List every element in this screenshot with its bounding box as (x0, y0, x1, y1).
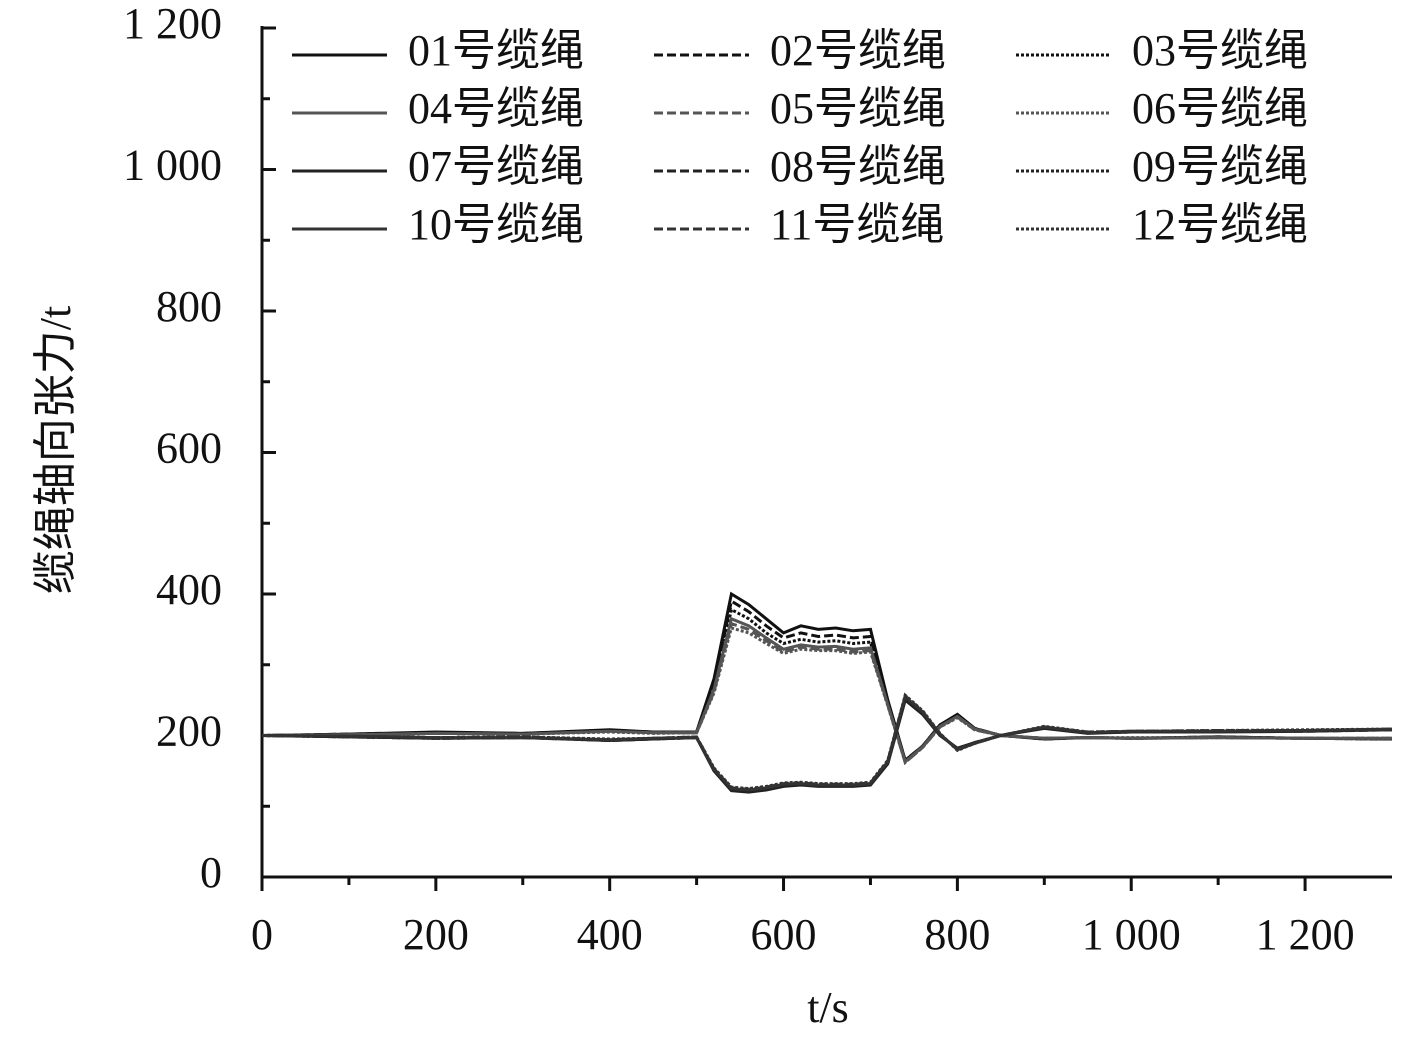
series-line (261, 692, 1393, 791)
series-line (261, 697, 1393, 794)
x-tick-label: 800 (924, 910, 990, 959)
x-tick-label: 200 (403, 910, 469, 959)
x-tick-label: 600 (751, 910, 817, 959)
legend-label: 03号缆绳 (1132, 26, 1308, 75)
legend-label: 02号缆绳 (770, 26, 946, 75)
series-line (261, 694, 1393, 793)
legend-label: 09号缆绳 (1132, 142, 1308, 191)
x-tick-label: 1 000 (1082, 910, 1181, 959)
series-line (261, 696, 1393, 793)
legend-label: 12号缆绳 (1132, 200, 1308, 249)
legend-label: 07号缆绳 (408, 142, 584, 191)
y-tick-label: 600 (156, 424, 222, 473)
y-tick-label: 400 (156, 565, 222, 614)
legend-label: 08号缆绳 (770, 142, 946, 191)
y-tick-label: 1 000 (123, 141, 222, 190)
legend-label: 06号缆绳 (1132, 84, 1308, 133)
series-line (261, 616, 1392, 765)
series-line (261, 693, 1393, 792)
x-tick-label: 400 (577, 910, 643, 959)
legend-label: 04号缆绳 (408, 84, 584, 133)
series-line (261, 591, 1393, 763)
y-tick-label: 200 (156, 707, 222, 756)
series-line (261, 621, 1392, 766)
legend-label: 01号缆绳 (408, 26, 584, 75)
y-tick-label: 0 (200, 848, 222, 897)
x-tick-label: 0 (251, 910, 273, 959)
legend-label: 05号缆绳 (770, 84, 946, 133)
x-axis-title: t/s (807, 983, 849, 1032)
y-axis-title: 缆绳轴向张力/t (31, 306, 80, 594)
series-line (261, 693, 1393, 791)
x-tick-label: 1 200 (1256, 910, 1355, 959)
series-line (261, 626, 1392, 766)
y-tick-label: 800 (156, 282, 222, 331)
legend-label: 10号缆绳 (408, 200, 584, 249)
y-tick-label: 1 200 (123, 0, 222, 48)
legend-label: 11号缆绳 (770, 200, 944, 249)
